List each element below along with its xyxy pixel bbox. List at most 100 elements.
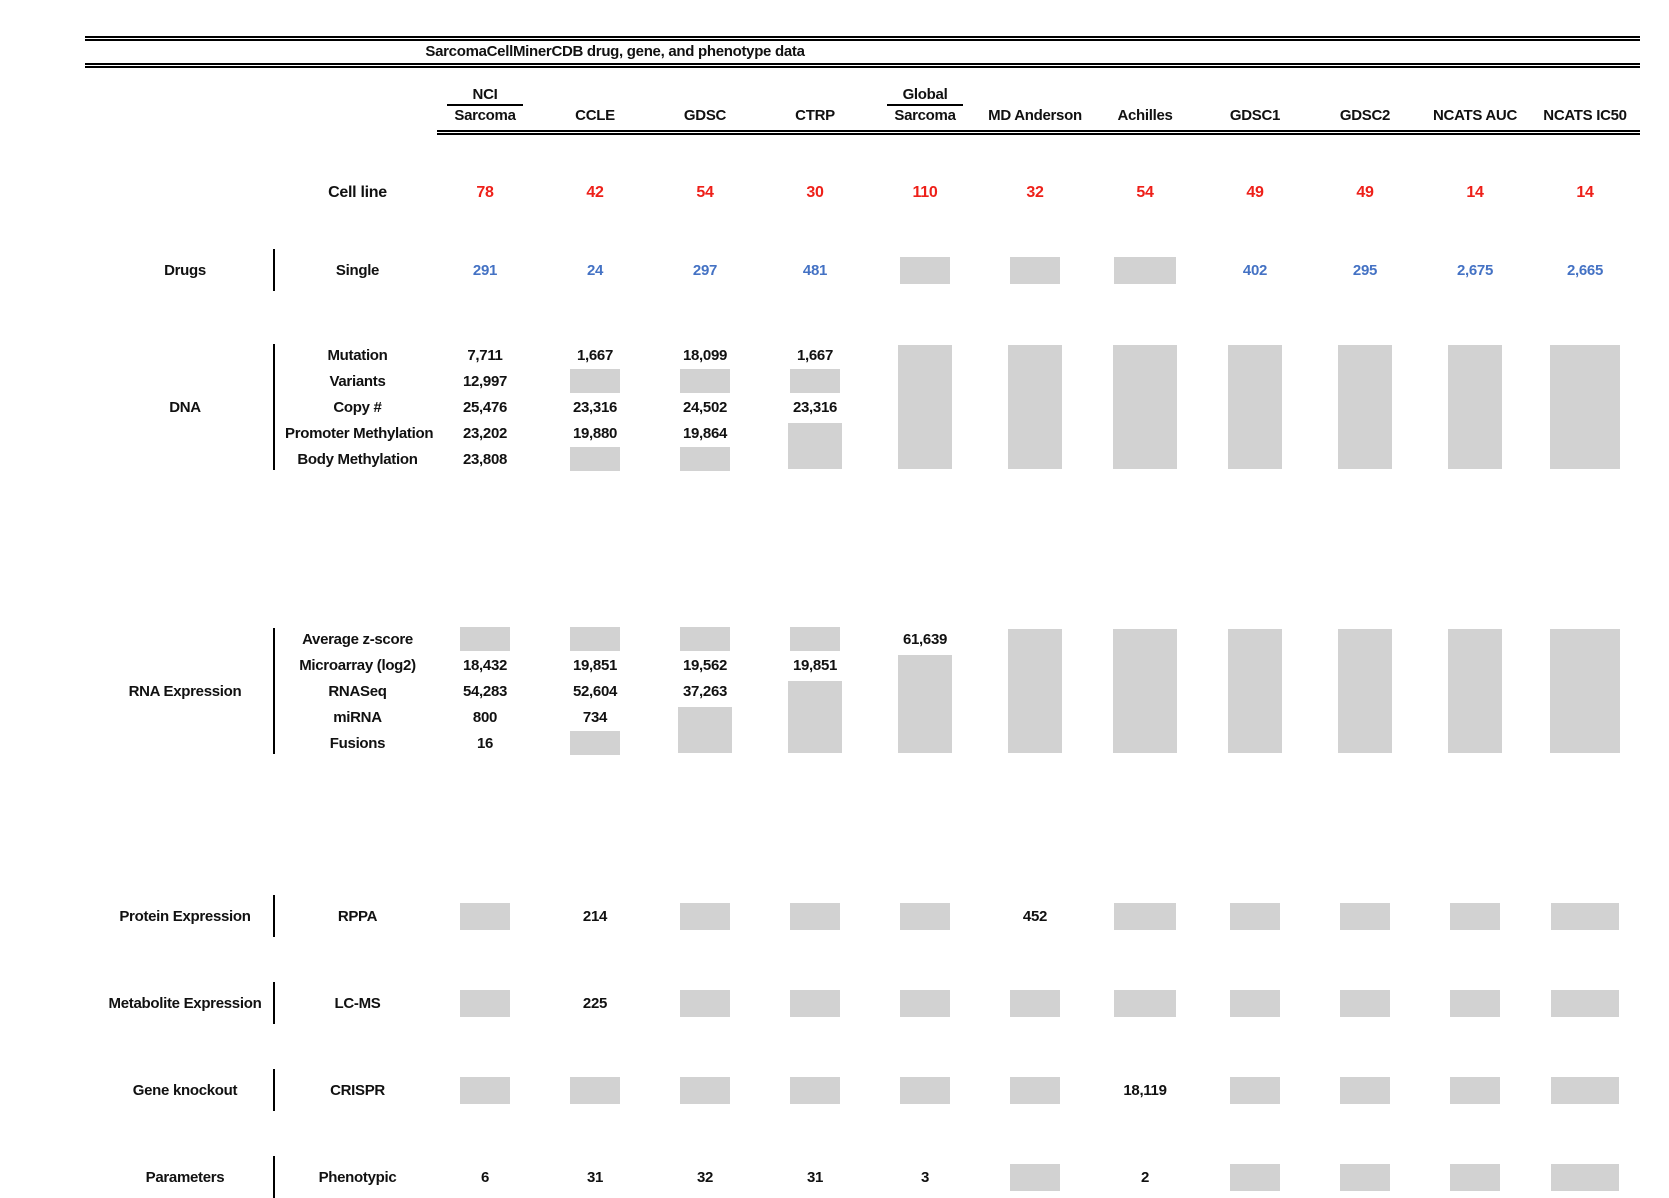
value-cell: 12,997 [462, 372, 508, 390]
column-header-1: NCI Sarcoma [430, 86, 540, 128]
value-cell: 19,864 [682, 424, 728, 442]
section-metabolite-expression: Metabolite Expression LC-MS 225 [85, 982, 1640, 1024]
missing-data-block [1114, 989, 1176, 1017]
column-header-label: GDSC [683, 107, 727, 124]
missing-data-block [1338, 345, 1392, 469]
category-label: Metabolite Expression [108, 994, 262, 1012]
category-label: DNA [169, 398, 201, 416]
missing-data-block [1551, 1163, 1619, 1191]
cell-line-count: 54 [1136, 184, 1154, 201]
value-cell: 19,851 [572, 656, 618, 674]
row-label: LC-MS [334, 994, 381, 1012]
column-header-label: Sarcoma [454, 107, 516, 124]
column-header-label: Sarcoma [894, 107, 956, 124]
missing-data-block [1550, 629, 1620, 753]
missing-data-block [460, 1076, 510, 1104]
row-label: Promoter Methylation [285, 424, 434, 442]
missing-data-block [900, 256, 950, 284]
missing-data-block [1010, 256, 1060, 284]
column-header-2: CCLE [540, 107, 650, 128]
section-parameters: Parameters Phenotypic 6 31 32 31 3 2 [85, 1156, 1640, 1198]
missing-data-block [1450, 1163, 1500, 1191]
missing-data-block [788, 423, 842, 469]
category-divider-bar [273, 249, 275, 291]
column-header-9: GDSC2 [1310, 107, 1420, 128]
missing-data-block [1450, 1076, 1500, 1104]
column-header-label: GDSC1 [1229, 107, 1281, 124]
missing-data-block [1340, 902, 1390, 930]
cell-line-count: 30 [806, 184, 824, 201]
missing-data-block [1550, 345, 1620, 469]
missing-data-block [680, 627, 730, 651]
value-cell: 31 [586, 1168, 604, 1186]
missing-data-block [1114, 256, 1176, 284]
cell-line-count: 49 [1356, 184, 1374, 201]
value-cell: 1,667 [576, 346, 614, 364]
value-cell: 3 [920, 1168, 930, 1186]
cell-line-count: 49 [1246, 184, 1264, 201]
missing-data-block [790, 627, 840, 651]
missing-data-block [1230, 1076, 1280, 1104]
missing-data-block [570, 447, 620, 471]
missing-data-block [1230, 1163, 1280, 1191]
missing-data-block [570, 369, 620, 393]
missing-data-block [790, 369, 840, 393]
missing-data-block [680, 902, 730, 930]
value-cell: 23,202 [462, 424, 508, 442]
column-header-7: Achilles [1090, 107, 1200, 128]
missing-data-block [460, 902, 510, 930]
value-cell: 18,432 [462, 656, 508, 674]
cell-line-count: 54 [696, 184, 714, 201]
missing-data-block [788, 681, 842, 753]
value-cell: 291 [472, 261, 498, 279]
missing-data-block [570, 1076, 620, 1104]
row-label: Phenotypic [318, 1168, 397, 1186]
category-divider-bar [273, 1069, 275, 1111]
missing-data-block [1228, 345, 1282, 469]
missing-data-block [1230, 989, 1280, 1017]
column-header-label: Achilles [1117, 107, 1173, 124]
value-cell: 25,476 [462, 398, 508, 416]
category-label: Gene knockout [132, 1081, 238, 1099]
value-cell: 800 [472, 708, 498, 726]
table-title: SarcomaCellMinerCDB drug, gene, and phen… [425, 43, 805, 60]
column-header-3: GDSC [650, 107, 760, 128]
section-drugs: Drugs Single 291 24 297 481 402 295 2,675 2,665 [85, 249, 1640, 291]
missing-data-block [1228, 629, 1282, 753]
value-cell: 52,604 [572, 682, 618, 700]
missing-data-block [678, 707, 732, 753]
missing-data-block [1113, 629, 1177, 753]
cell-line-count: 14 [1466, 184, 1484, 201]
column-header-8: GDSC1 [1200, 107, 1310, 128]
value-cell: 19,851 [792, 656, 838, 674]
value-cell: 2 [1140, 1168, 1150, 1186]
missing-data-block [790, 989, 840, 1017]
column-header-4: CTRP [760, 107, 870, 128]
value-cell: 18,119 [1123, 1081, 1167, 1099]
missing-data-block [1010, 1076, 1060, 1104]
missing-data-block [680, 989, 730, 1017]
value-cell: 297 [692, 261, 718, 279]
value-cell: 19,880 [572, 424, 618, 442]
category-divider-bar [273, 344, 275, 470]
value-cell: 2,665 [1566, 261, 1604, 279]
column-header-6: MD Anderson [980, 107, 1090, 128]
column-header-label: CCLE [575, 107, 615, 124]
missing-data-block [1338, 629, 1392, 753]
value-cell: 402 [1242, 261, 1268, 279]
missing-data-block [898, 655, 952, 753]
missing-data-block [680, 369, 730, 393]
missing-data-block [1551, 989, 1619, 1017]
category-label: Drugs [164, 261, 206, 279]
row-label: Body Methylation [297, 450, 418, 468]
cell-line-row: Cell line 78 42 54 30 110 32 54 49 49 14 14 [85, 182, 1640, 204]
column-header-label: NCATS AUC [1433, 107, 1517, 124]
missing-data-block [460, 627, 510, 651]
section-protein-expression: Protein Expression RPPA 214 452 [85, 895, 1640, 937]
missing-data-block [1551, 902, 1619, 930]
missing-data-block [1340, 1163, 1390, 1191]
row-label: RPPA [337, 907, 378, 925]
category-label: Parameters [145, 1168, 225, 1186]
value-cell: 24,502 [682, 398, 728, 416]
value-cell: 295 [1352, 261, 1378, 279]
